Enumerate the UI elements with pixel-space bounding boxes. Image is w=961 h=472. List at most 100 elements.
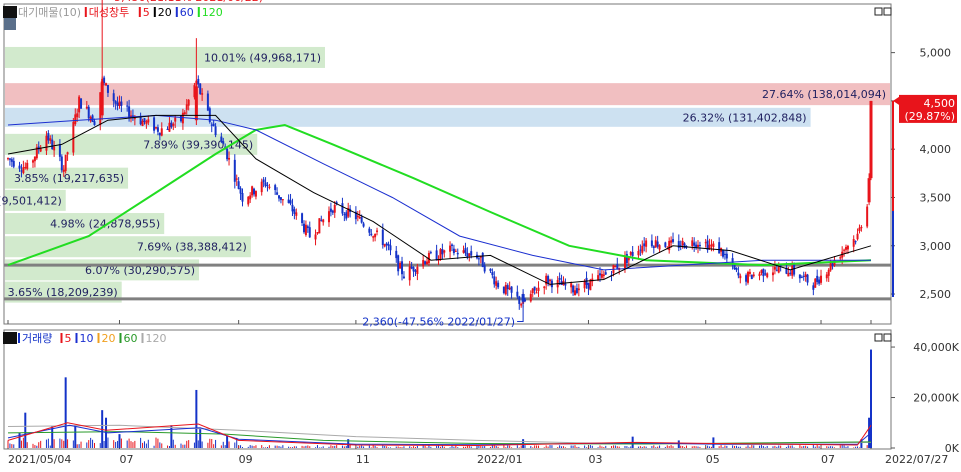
- candle-body: [764, 273, 767, 275]
- current-price-arrow: [893, 96, 899, 105]
- candle-body: [130, 115, 133, 118]
- candle-body: [758, 273, 761, 276]
- candle-body: [806, 274, 809, 283]
- candle-body: [249, 195, 252, 200]
- candle-body: [226, 148, 229, 160]
- candle-body: [839, 257, 842, 259]
- legend-swatch: [97, 333, 100, 343]
- volume-bar: [226, 435, 229, 448]
- volume-bar: [64, 377, 67, 448]
- candle-body: [814, 278, 817, 288]
- legend-swatch: [141, 333, 144, 343]
- volume-profile-bar: [5, 213, 165, 235]
- candle-body: [237, 181, 240, 189]
- candle-body: [631, 251, 634, 256]
- candle-body: [800, 277, 803, 279]
- candle-body: [8, 158, 11, 160]
- candle-body: [31, 160, 34, 163]
- candle-body: [49, 138, 52, 141]
- candle-body: [210, 124, 213, 126]
- x-tick-label: 2021/05/04: [8, 453, 71, 466]
- candle-body: [106, 85, 109, 93]
- legend-swatch: [197, 7, 200, 17]
- candle-body: [668, 240, 671, 251]
- volume-bar: [51, 426, 54, 448]
- candle-body: [247, 196, 250, 205]
- candle-body: [381, 229, 384, 246]
- candle-body: [843, 249, 846, 251]
- candle-body: [145, 121, 148, 124]
- x-tick-label: 07: [821, 453, 835, 466]
- volume-profile-bar: [5, 236, 251, 258]
- candle-body: [179, 115, 182, 122]
- candle-body: [698, 244, 701, 246]
- candle-body: [641, 245, 644, 253]
- annotations: 5,450(21.11% 2021/06/22) 2,360(-47.56% 20…: [101, 0, 524, 329]
- candle-body: [481, 252, 484, 268]
- panel-menu-icon[interactable]: [3, 332, 17, 344]
- candle-body: [399, 262, 402, 269]
- candle-body: [120, 101, 123, 106]
- candle-body: [78, 96, 81, 113]
- legend-swatch: [119, 333, 122, 343]
- volume-profile-label: 3.65% (18,209,239): [8, 286, 118, 299]
- y-tick-label: 3,500: [920, 191, 952, 204]
- candle-body: [166, 128, 169, 130]
- candle-body: [414, 270, 417, 272]
- candle-body: [197, 78, 200, 85]
- candle-body: [575, 288, 578, 293]
- panel-menu-icon[interactable]: [3, 6, 17, 18]
- annotation-label: 5,450(21.11% 2021/06/22): [114, 0, 263, 4]
- candle-body: [852, 239, 855, 247]
- candle-body: [583, 280, 586, 289]
- candle-body: [645, 240, 648, 247]
- candle-body: [387, 244, 390, 246]
- candle-body: [564, 283, 567, 286]
- x-tick-label: 2022/07/27: [885, 453, 948, 466]
- candle-body: [577, 288, 580, 291]
- price-legend: 대기매물(10) 대성창투 5 20 60 120: [3, 6, 223, 19]
- candle-body: [704, 242, 707, 244]
- candle-body: [804, 274, 807, 277]
- candle-body: [214, 126, 217, 136]
- candle-body: [681, 240, 684, 246]
- candle-body: [76, 113, 79, 118]
- candle-body: [126, 105, 129, 107]
- candle-body: [497, 282, 500, 288]
- candle-body: [775, 269, 778, 271]
- candle-body: [374, 233, 377, 238]
- volume-profile: 10.01% (49,968,171)7.89% (39,390,145)3.8…: [0, 46, 890, 303]
- candle-body: [372, 236, 375, 238]
- candle-body: [368, 228, 371, 233]
- candle-body: [802, 275, 805, 277]
- candle-body: [112, 93, 115, 102]
- candle-body: [287, 199, 290, 203]
- candle-body: [597, 275, 600, 280]
- chart-settings-icon[interactable]: [4, 18, 16, 30]
- maximize-icon[interactable]: [874, 333, 883, 342]
- candle-body: [672, 239, 675, 242]
- candle-body: [773, 267, 776, 270]
- close-icon[interactable]: [883, 7, 892, 16]
- candle-body: [587, 282, 590, 289]
- candle-body: [426, 261, 429, 265]
- candle-body: [264, 182, 267, 186]
- candle-body: [491, 272, 494, 276]
- volume-profile-bar: [5, 133, 258, 155]
- candle-body: [233, 159, 236, 182]
- close-icon[interactable]: [883, 333, 892, 342]
- candle-body: [746, 271, 749, 283]
- candle-body: [156, 127, 159, 132]
- candle-body: [424, 261, 427, 264]
- candle-body: [683, 243, 686, 249]
- candle-body: [401, 261, 404, 275]
- legend-label: 10: [80, 332, 94, 345]
- volume-bar: [860, 439, 863, 448]
- candle-body: [116, 102, 119, 106]
- candle-body: [147, 119, 150, 123]
- volume-ma-line-5: [7, 422, 872, 447]
- maximize-icon[interactable]: [874, 7, 883, 16]
- x-tick-label: 07: [119, 453, 133, 466]
